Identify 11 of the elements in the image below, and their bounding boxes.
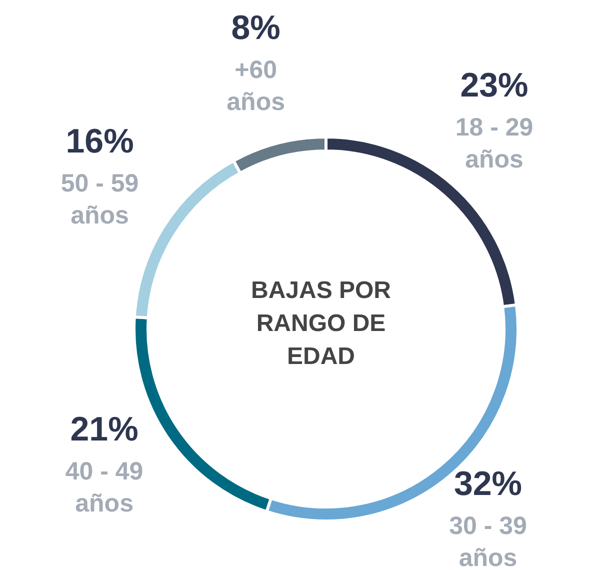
data-label: 16%	[66, 122, 134, 161]
data-label: 8%	[231, 9, 280, 48]
slice-label: 30 - 39 años	[449, 512, 527, 570]
data-label: 21%	[70, 410, 138, 448]
slice-label: 40 - 49 años	[65, 457, 144, 518]
text: BAJAS POR RANGO DE EDAD	[250, 276, 392, 372]
slice-label: 50 - 59 años	[60, 170, 139, 230]
data-label: 23%	[460, 66, 528, 104]
data-label: 32%	[454, 464, 522, 503]
slice-label: 18 - 29 años	[455, 113, 534, 174]
slice-label: +60 años	[226, 56, 286, 116]
